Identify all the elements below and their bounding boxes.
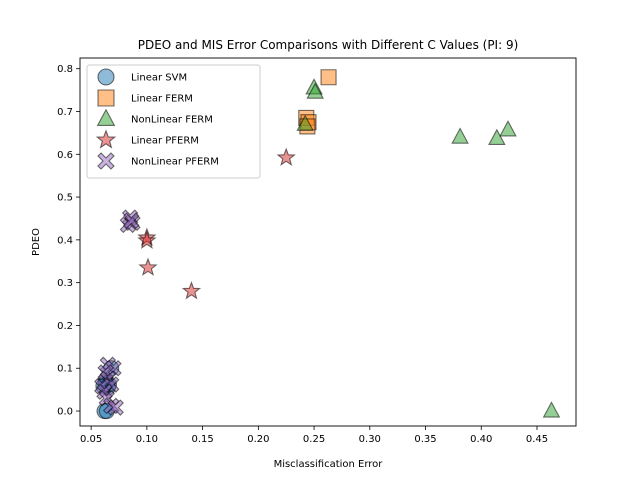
data-point bbox=[451, 127, 469, 144]
x-tick-label: 0.15 bbox=[191, 434, 213, 445]
x-tick-label: 0.35 bbox=[414, 434, 436, 445]
x-tick-label: 0.40 bbox=[470, 434, 492, 445]
legend-marker bbox=[97, 89, 115, 107]
data-point bbox=[306, 82, 324, 99]
legend-entry: NonLinear FERM bbox=[96, 108, 213, 126]
legend-box bbox=[86, 64, 261, 179]
data-point bbox=[542, 401, 561, 418]
chart-title: PDEO and MIS Error Comparisons with Diff… bbox=[138, 38, 519, 52]
y-tick-label: 0.1 bbox=[57, 364, 73, 375]
y-tick-label: 0.5 bbox=[57, 193, 73, 204]
y-axis: 0.0 0.1 0.2 0.3 0.4 0.5 0.6 0.7 0.8 bbox=[57, 64, 80, 418]
legend-marker bbox=[97, 68, 115, 86]
x-tick-label: 0.45 bbox=[526, 434, 548, 445]
legend-entry: Linear SVM bbox=[97, 68, 187, 86]
x-tick-label: 0.20 bbox=[247, 434, 269, 445]
y-tick-label: 0.8 bbox=[57, 64, 73, 75]
data-point bbox=[107, 399, 124, 416]
series-star bbox=[137, 147, 296, 300]
x-tick-label: 0.30 bbox=[359, 434, 381, 445]
y-tick-label: 0.2 bbox=[57, 321, 73, 332]
x-tick-label: 0.10 bbox=[136, 434, 158, 445]
legend-entry: Linear PFERM bbox=[95, 129, 199, 149]
legend-label: Linear PFERM bbox=[131, 136, 199, 147]
legend-marker bbox=[95, 129, 117, 149]
x-tick-label: 0.05 bbox=[80, 434, 102, 445]
legend-label: Linear FERM bbox=[131, 94, 193, 105]
y-tick-label: 0.0 bbox=[57, 407, 73, 418]
legend-marker bbox=[97, 152, 115, 170]
data-point bbox=[137, 230, 157, 249]
x-axis-label: Misclassification Error bbox=[274, 459, 384, 470]
plot-area-frame bbox=[79, 57, 577, 427]
y-tick-label: 0.3 bbox=[57, 278, 73, 289]
legend-entry: Linear FERM bbox=[97, 89, 193, 107]
data-point bbox=[122, 212, 140, 229]
legend-label: NonLinear FERM bbox=[131, 115, 213, 126]
legend-label: NonLinear PFERM bbox=[131, 157, 219, 168]
points-layer bbox=[94, 69, 561, 420]
legend-entry: NonLinear PFERM bbox=[97, 152, 219, 170]
data-point bbox=[320, 69, 337, 86]
data-point bbox=[499, 120, 517, 137]
y-axis-label: PDEO bbox=[31, 228, 42, 256]
x-tick-label: 0.25 bbox=[303, 434, 325, 445]
data-point bbox=[488, 128, 506, 145]
data-point bbox=[181, 280, 202, 300]
data-point bbox=[138, 257, 158, 276]
x-axis: 0.05 0.10 0.15 0.20 0.25 0.30 0.35 0.40 0.45 bbox=[80, 426, 548, 445]
series-cross bbox=[94, 209, 141, 416]
legend-marker bbox=[96, 108, 116, 126]
series-triangle bbox=[296, 78, 561, 418]
legend: Linear SVM Linear FERM NonLinear FERM Linea… bbox=[86, 64, 261, 179]
data-point bbox=[276, 147, 296, 166]
y-tick-label: 0.7 bbox=[57, 107, 73, 118]
data-point bbox=[296, 114, 314, 131]
legend-label: Linear SVM bbox=[131, 73, 187, 84]
y-tick-label: 0.4 bbox=[57, 235, 73, 246]
y-tick-label: 0.6 bbox=[57, 150, 73, 161]
